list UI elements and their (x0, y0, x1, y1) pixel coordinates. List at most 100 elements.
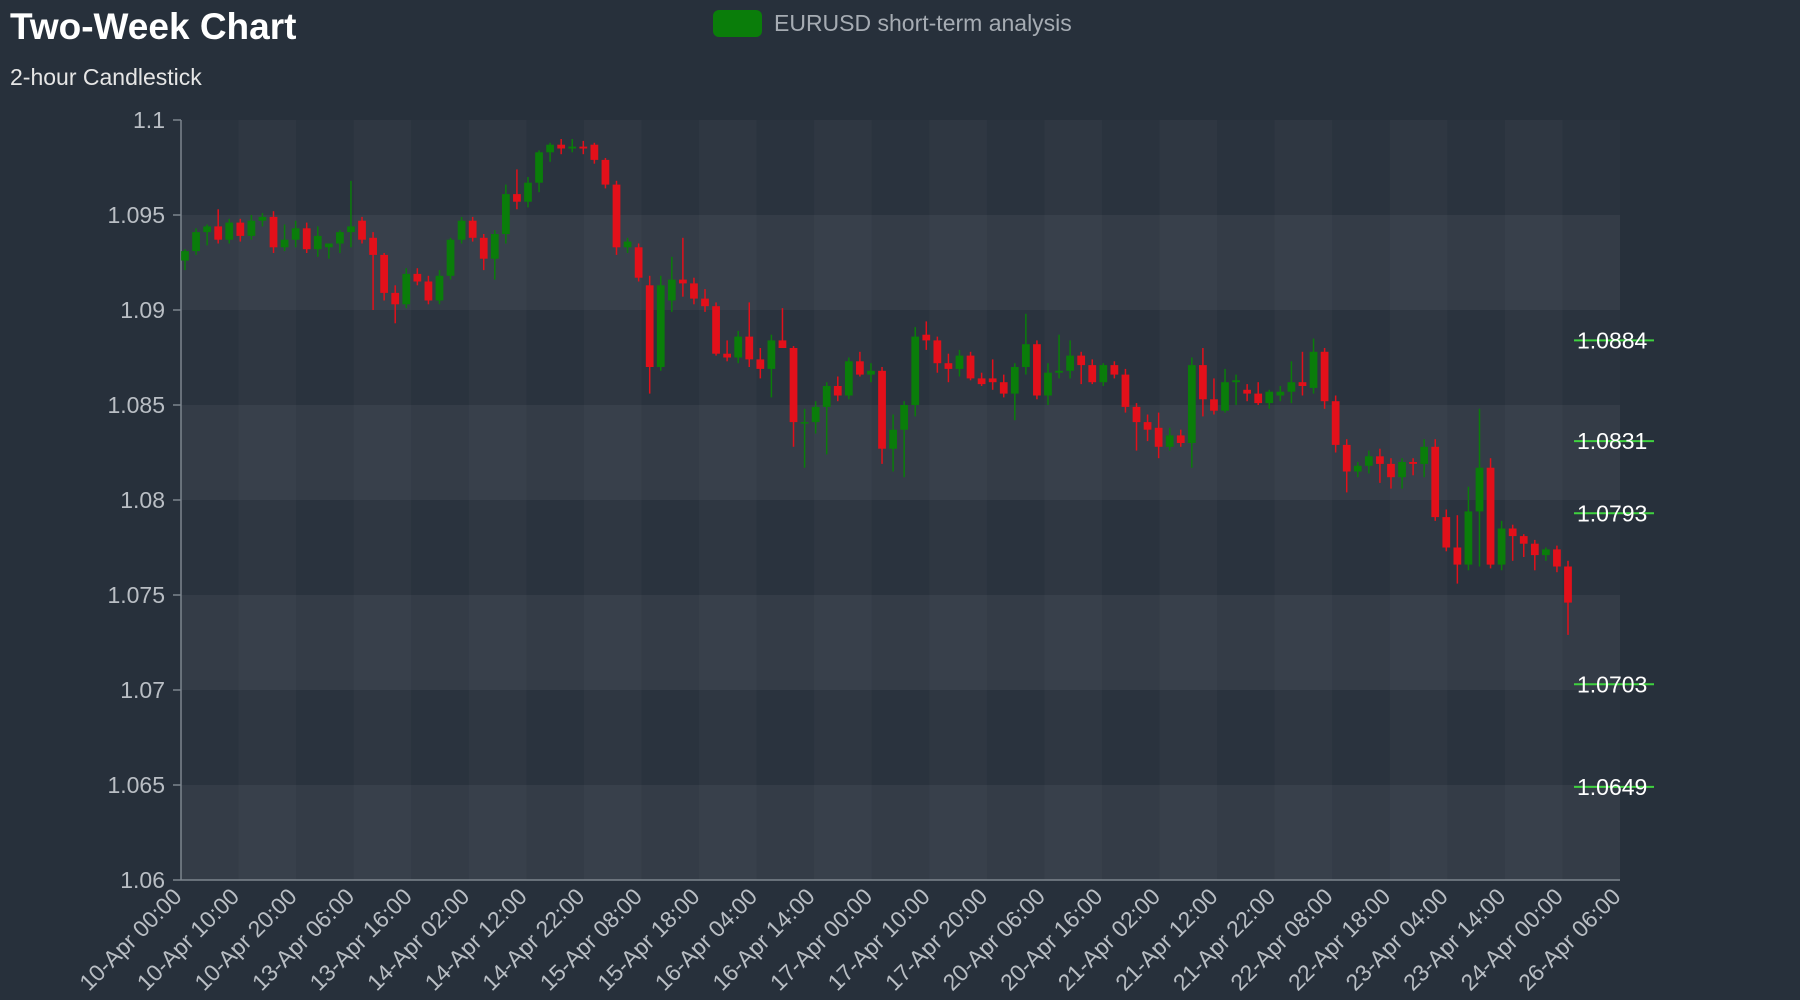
candle-body (1110, 365, 1119, 375)
plot-column-shade (1275, 120, 1333, 880)
candle-body (911, 336, 920, 405)
candle-body (966, 355, 975, 379)
candle-body (856, 361, 864, 375)
candle-body (302, 228, 311, 250)
candle-body (701, 298, 709, 307)
plot-column-shade (699, 120, 757, 880)
y-tick-label: 1.075 (107, 582, 165, 608)
chart-subtitle: 2-hour Candlestick (10, 64, 202, 90)
candle-body (822, 386, 831, 407)
candle-body (1309, 351, 1318, 388)
legend-label[interactable]: EURUSD short-term analysis (774, 10, 1072, 36)
candle-body (811, 406, 820, 423)
candle-body (745, 336, 754, 360)
candle-body (645, 285, 654, 367)
candle-body (546, 144, 554, 153)
candle-series (181, 139, 1572, 635)
candle-body (1232, 380, 1240, 383)
y-tick-label: 1.09 (120, 297, 165, 323)
candle-body (1187, 365, 1196, 443)
candle-body (1121, 374, 1130, 407)
candle-body (1099, 365, 1108, 383)
candle-body (1331, 401, 1340, 445)
candle-body (1553, 549, 1561, 567)
candle-body (501, 194, 510, 234)
candle-body (800, 422, 809, 424)
candle-body (1243, 389, 1252, 394)
plot-band (181, 785, 1620, 880)
candle-body (192, 232, 200, 252)
candle-body (1033, 344, 1041, 396)
candle-body (1475, 467, 1484, 512)
candle-body (712, 306, 720, 354)
candle-body (1088, 365, 1097, 383)
candle-body (236, 222, 245, 236)
candle-body (446, 239, 455, 276)
candle-body (1342, 444, 1351, 472)
candle-body (1055, 370, 1063, 373)
candle-body (1132, 406, 1141, 423)
candle-body (568, 146, 577, 149)
plot-column-shade (1044, 120, 1102, 880)
candle-body (291, 228, 300, 240)
plot-column-shade (814, 120, 872, 880)
plot-band (181, 215, 1620, 310)
plot-band (181, 310, 1620, 405)
candle-body (258, 216, 267, 221)
legend-swatch[interactable] (713, 10, 762, 37)
level-label: 1.0703 (1577, 671, 1647, 697)
y-tick-label: 1.085 (107, 392, 165, 418)
candle-body (623, 241, 632, 248)
plot-column-shade (1160, 120, 1218, 880)
candle-body (977, 378, 986, 385)
candle-body (1519, 536, 1528, 544)
level-label: 1.0649 (1577, 774, 1647, 800)
candle-body (867, 370, 875, 375)
candle-body (1442, 517, 1451, 548)
candle-body (435, 275, 444, 301)
candle-body (833, 386, 842, 396)
candle-body (1265, 391, 1274, 404)
legend[interactable]: EURUSD short-term analysis (713, 10, 1072, 37)
candle-body (1398, 462, 1406, 478)
candle-body (214, 226, 223, 240)
candle-body (778, 340, 787, 348)
candle-body (402, 273, 411, 305)
candle-body (1431, 446, 1440, 518)
candle-body (247, 220, 256, 236)
candle-body (734, 336, 743, 358)
plot-column-shade (929, 120, 987, 880)
candle-body (490, 234, 499, 259)
candle-body (1298, 382, 1307, 386)
candle-body (1409, 462, 1417, 464)
candle-body (380, 254, 389, 293)
candle-body (203, 226, 212, 233)
candle-body (457, 220, 466, 240)
candle-body (313, 235, 322, 250)
candle-body (1066, 355, 1074, 371)
candle-body (999, 382, 1008, 394)
candle-body (336, 232, 344, 244)
plot-band (181, 500, 1620, 595)
level-label: 1.0884 (1577, 327, 1648, 353)
candle-body (1497, 528, 1506, 565)
plot-column-shade (239, 120, 297, 880)
candle-body (1254, 393, 1263, 404)
candle-body (1077, 355, 1086, 366)
candle-body (413, 273, 422, 282)
level-label: 1.0793 (1577, 500, 1647, 526)
y-tick-label: 1.1 (133, 107, 165, 133)
y-tick-label: 1.06 (120, 867, 165, 893)
candle-body (900, 405, 909, 430)
candle-body (667, 279, 676, 301)
y-tick-label: 1.065 (107, 772, 165, 798)
candle-body (535, 152, 543, 183)
candle-body (391, 292, 400, 305)
candle-body (1376, 456, 1384, 464)
candle-body (557, 144, 566, 149)
axes (173, 119, 1620, 881)
plot-band (181, 120, 1620, 215)
plot-band (181, 690, 1620, 785)
